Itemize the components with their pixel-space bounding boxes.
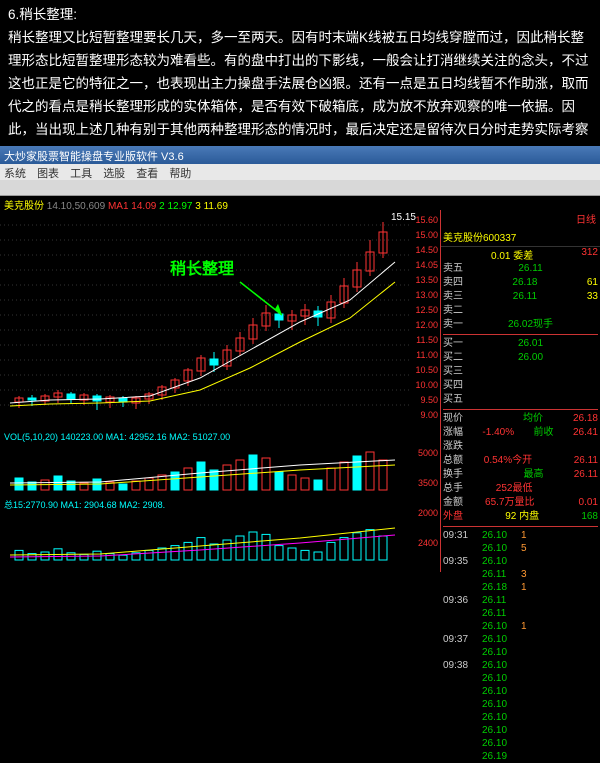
quote-row: 卖一26.02现手	[443, 318, 598, 332]
menu-item[interactable]: 系统	[4, 168, 26, 180]
tick-row: 26.10	[443, 711, 598, 724]
quote-row: 买一26.01	[443, 337, 598, 351]
stat-row: 换手最高26.11	[443, 468, 598, 482]
quote-row: 买五	[443, 393, 598, 407]
tick-row: 26.101	[443, 620, 598, 633]
tick-row: 09:3626.11	[443, 594, 598, 607]
menu-item[interactable]: 选股	[103, 168, 125, 180]
tick-row: 26.19	[443, 750, 598, 763]
stat-row: 总手252最低	[443, 482, 598, 496]
tick-row: 26.181	[443, 581, 598, 594]
tick-row: 26.113	[443, 568, 598, 581]
info-bar: 美克股份 14.10,50,609 MA1 14.09 2 12.97 3 11…	[0, 196, 600, 210]
tick-row: 09:3826.10	[443, 659, 598, 672]
volume-chart[interactable]	[0, 445, 440, 495]
candlestick-chart[interactable]	[0, 210, 440, 430]
menu-item[interactable]: 工具	[70, 168, 92, 180]
price-tip: 15.15	[391, 212, 416, 223]
quote-sidebar: 日线 美克股份600337 0.01 委差 312 卖五26.11卖四26.18…	[440, 210, 600, 572]
quote-row: 卖五26.11	[443, 262, 598, 276]
tick-row: 26.10	[443, 724, 598, 737]
tick-row: 09:3126.101	[443, 529, 598, 542]
tick-row: 26.10	[443, 737, 598, 750]
bid-prices: 买一26.01买二26.00买三买四买五	[441, 337, 600, 407]
quote-row: 卖四26.1861	[443, 276, 598, 290]
quote-row: 买四	[443, 379, 598, 393]
window-titlebar[interactable]: 大炒家股票智能操盘专业版软件 V3.6	[0, 146, 600, 164]
menu-item[interactable]: 查看	[136, 168, 158, 180]
stat-row: 涨跌	[443, 440, 598, 454]
window-title: 大炒家股票智能操盘专业版软件 V3.6	[4, 151, 184, 163]
stat-row: 现价均价26.18	[443, 412, 598, 426]
article-text: 6.稍长整理: 稍长整理又比短暂整理要长几天，多一至两天。因有时末端K线被五日均…	[0, 0, 600, 146]
chart-area[interactable]: 稍长整理 15.15 VOL(5,10,20) 140223.00 MA1: 4…	[0, 210, 440, 572]
tick-list: 09:3126.10126.10509:3526.1026.11326.1810…	[441, 529, 600, 763]
tick-row: 09:3726.10	[443, 633, 598, 646]
chart-annotation: 稍长整理	[170, 255, 234, 279]
quote-row: 买三	[443, 365, 598, 379]
menu-item[interactable]: 帮助	[169, 168, 191, 180]
chart-app: 大炒家股票智能操盘专业版软件 V3.6 系统 图表 工具 选股 查看 帮助 美克…	[0, 146, 600, 576]
menubar: 系统 图表 工具 选股 查看 帮助	[0, 164, 600, 180]
volume-info: VOL(5,10,20) 140223.00 MA1: 42952.16 MA2…	[4, 432, 230, 442]
article-title: 6.稍长整理:	[8, 4, 592, 27]
tick-row: 26.105	[443, 542, 598, 555]
menu-item[interactable]: 图表	[37, 168, 59, 180]
quote-row: 卖二	[443, 304, 598, 318]
stat-row: 总额0.54%今开26.11	[443, 454, 598, 468]
day-label: 日线	[441, 210, 600, 227]
quote-row: 买二26.00	[443, 351, 598, 365]
tick-row: 26.10	[443, 672, 598, 685]
stock-header: 美克股份600337	[441, 227, 600, 247]
article-body: 稍长整理又比短暂整理要长几天，多一至两天。因有时末端K线被五日均线穿膛而过，因此…	[8, 27, 592, 142]
tick-row: 26.10	[443, 698, 598, 711]
ask-prices: 卖五26.11卖四26.1861卖三26.1133卖二卖一26.02现手	[441, 262, 600, 332]
tick-row: 26.10	[443, 685, 598, 698]
toolbar[interactable]	[0, 180, 600, 196]
tick-row: 26.10	[443, 646, 598, 659]
stock-stats: 现价均价26.18涨幅-1.40%前收26.41涨跌总额0.54%今开26.11…	[441, 412, 600, 510]
stat-row: 涨幅-1.40%前收26.41	[443, 426, 598, 440]
quote-row: 卖三26.1133	[443, 290, 598, 304]
macd-chart[interactable]	[0, 510, 440, 570]
stat-row: 金额65.7万量比0.01	[443, 496, 598, 510]
tick-row: 26.11	[443, 607, 598, 620]
